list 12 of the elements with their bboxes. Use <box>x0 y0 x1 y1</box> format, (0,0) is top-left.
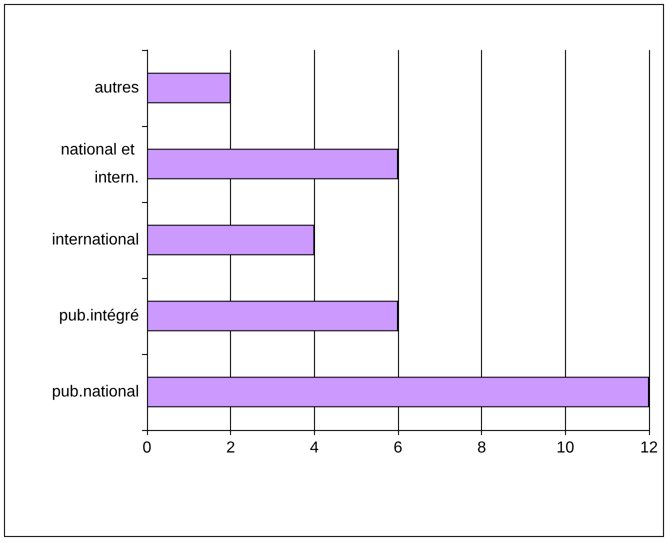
y-tick-label: national et intern. <box>60 142 139 186</box>
x-tick-label: 2 <box>226 440 236 456</box>
x-tick-label: 12 <box>640 440 658 456</box>
x-tick-label: 6 <box>394 440 403 456</box>
x-tick-label: 4 <box>310 440 319 456</box>
y-tick-label: pub.national <box>52 384 139 400</box>
y-tick-label: autres <box>94 80 139 96</box>
x-tick-label: 0 <box>142 440 152 456</box>
y-tick-label: pub.intégré <box>58 308 140 324</box>
y-tick-label: international <box>52 232 139 248</box>
x-tick-label: 10 <box>556 440 574 456</box>
x-tick-label: 8 <box>477 440 486 456</box>
